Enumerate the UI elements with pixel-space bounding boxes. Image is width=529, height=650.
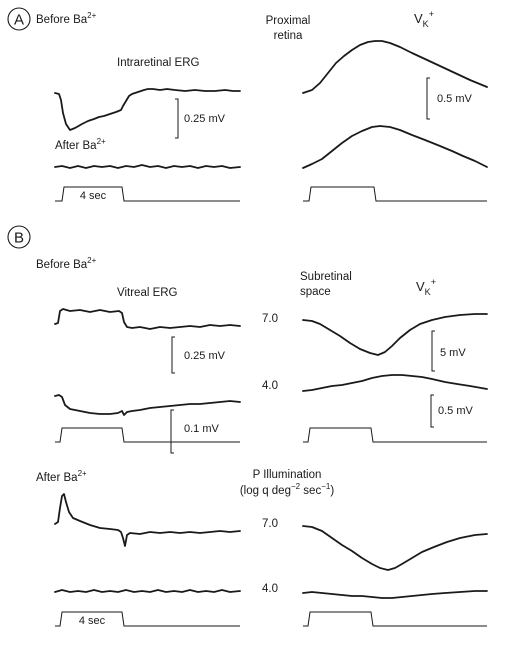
panel-b-scale-5-label: 5 mV xyxy=(440,347,466,359)
panel-b-after-vk-high-trace xyxy=(302,525,488,571)
panel-a-vk-label: VK+ xyxy=(414,9,434,29)
panel-b-scale-01-label: 0.1 mV xyxy=(184,423,220,435)
panel-b-subretinal-label: Subretinal xyxy=(300,271,352,283)
panel-b-after-erg-high-trace xyxy=(54,493,241,547)
panel-b-stimulus-bottom-right xyxy=(303,611,487,627)
panel-a-intraretinal-erg-label: Intraretinal ERG xyxy=(117,57,200,69)
panel-b-space-label: space xyxy=(300,286,331,298)
panel-a-circle xyxy=(7,7,31,31)
panel-a-retina-label: retina xyxy=(274,30,303,42)
panel-b-after-ba-label: After Ba2+ xyxy=(36,469,87,484)
panel-b-scale-bar-05 xyxy=(430,394,434,428)
panel-a-erg-after-trace xyxy=(54,164,241,169)
panel-b-vk-label: VK+ xyxy=(416,277,436,297)
panel-b-illumination-title: P Illumination xyxy=(253,469,322,481)
panel-b-vitreal-erg-label: Vitreal ERG xyxy=(117,287,178,299)
panel-a-vk-bottom-trace xyxy=(302,125,488,169)
panel-b-illumination-units: (log q deg−2 sec−1) xyxy=(240,482,335,497)
panel-b-vk-high-trace xyxy=(302,313,488,356)
panel-a-erg-before-trace xyxy=(54,88,241,131)
panel-b-stimulus-right xyxy=(303,427,487,443)
panel-a-after-ba-label: After Ba2+ xyxy=(55,137,106,152)
panel-a-stimulus-left xyxy=(55,186,240,202)
panel-a-vk-top-trace xyxy=(302,40,488,94)
panel-b-after-erg-low-trace xyxy=(54,589,241,593)
panel-b-circle xyxy=(7,225,31,249)
panel-a-scale-right-label: 0.5 mV xyxy=(437,93,473,105)
panel-b-vitreal-erg-high-trace xyxy=(54,308,241,330)
panel-b-before-ba-label: Before Ba2+ xyxy=(36,256,97,271)
panel-a-time-label: 4 sec xyxy=(80,190,107,202)
panel-b-vk-low-trace xyxy=(302,374,488,392)
panel-b-letter: B xyxy=(14,230,24,247)
panel-b-intensity-low-1: 4.0 xyxy=(262,380,278,392)
panel-b-vitreal-erg-low-trace xyxy=(54,394,241,416)
panel-a-scale-left-label: 0.25 mV xyxy=(184,113,226,125)
panel-b-scale-bar-01 xyxy=(170,409,174,454)
panel-a-before-ba-label: Before Ba2+ xyxy=(36,11,97,26)
panel-b-scale-bar-5 xyxy=(431,330,435,372)
panel-a-scale-bar-left xyxy=(175,98,179,139)
panel-b-scale-025-label: 0.25 mV xyxy=(184,350,226,362)
panel-a-letter: A xyxy=(14,12,24,29)
panel-b-scale-05-label: 0.5 mV xyxy=(438,405,474,417)
panel-b-scale-bar-025 xyxy=(171,336,175,374)
panel-b-after-vk-low-trace xyxy=(302,590,488,599)
panel-b-intensity-high-1: 7.0 xyxy=(262,313,278,325)
panel-a-stimulus-right xyxy=(303,186,487,202)
panel-b-stimulus-bottom-left xyxy=(55,611,240,627)
panel-a-proximal-label: Proximal xyxy=(266,15,311,27)
panel-b-intensity-low-2: 4.0 xyxy=(262,583,278,595)
panel-a-scale-bar-right xyxy=(426,77,430,120)
panel-b-stimulus-left xyxy=(55,427,240,443)
panel-b-time-label: 4 sec xyxy=(79,615,106,627)
panel-b-intensity-high-2: 7.0 xyxy=(262,518,278,530)
